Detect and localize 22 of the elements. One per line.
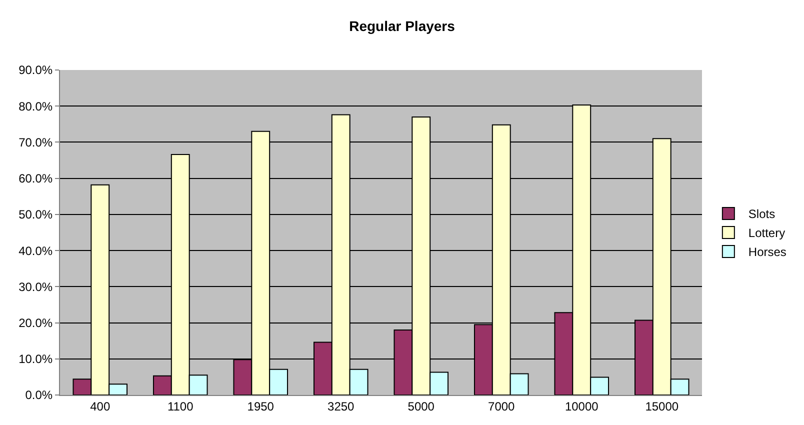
y-tick-label: 90.0% xyxy=(18,63,53,78)
x-tick-label: 7000 xyxy=(488,399,516,414)
chart-title: Regular Players xyxy=(349,18,456,34)
x-tick-label: 5000 xyxy=(408,399,435,414)
x-tick-label: 400 xyxy=(90,399,110,414)
legend-label: Lottery xyxy=(748,226,786,240)
y-tick-label: 60.0% xyxy=(18,172,53,186)
y-tick-label: 30.0% xyxy=(18,280,53,294)
y-tick-label: 80.0% xyxy=(18,99,53,114)
legend-label: Horses xyxy=(748,245,786,260)
x-tick-label: 10000 xyxy=(564,399,599,414)
legend-label: Slots xyxy=(748,207,776,222)
x-tick-label: 1950 xyxy=(247,399,274,414)
x-tick-label: 1100 xyxy=(167,399,194,414)
y-tick-label: 70.0% xyxy=(18,135,53,150)
y-tick-label: 10.0% xyxy=(18,352,53,366)
x-tick-label: 15000 xyxy=(645,399,679,414)
y-tick-label: 20.0% xyxy=(18,316,53,330)
y-tick-label: 0.0% xyxy=(25,388,53,402)
x-tick-label: 3250 xyxy=(328,399,355,414)
y-tick-label: 50.0% xyxy=(18,208,53,222)
y-tick-label: 40.0% xyxy=(18,244,53,258)
